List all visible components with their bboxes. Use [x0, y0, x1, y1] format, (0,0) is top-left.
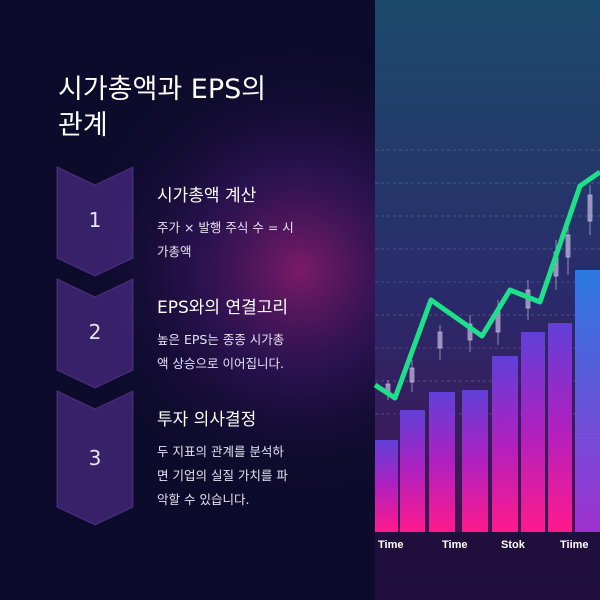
step-line: 악할 수 있습니다.: [157, 492, 250, 507]
step-heading: 시가총액 계산: [157, 186, 257, 206]
step-heading: 투자 의사결정: [157, 410, 257, 430]
step-heading: EPS와의 연결고리: [157, 298, 289, 318]
step-line: 두 지표의 관계를 분석하: [157, 444, 284, 459]
step-line: 면 기업의 실질 가치를 파: [157, 468, 288, 483]
step-line: 액 상승으로 이어집니다.: [157, 356, 284, 371]
title-line: 관계: [58, 110, 108, 141]
step-shapes: [56, 166, 134, 526]
step-number: 3: [88, 446, 102, 470]
step-line: 가총액: [157, 244, 192, 259]
step-line: 주가 × 발행 주식 수 = 시: [157, 220, 294, 235]
image-label: Stok: [501, 539, 525, 551]
title: 시가총액과 EPS의 관계: [58, 72, 266, 144]
bars: [375, 270, 600, 532]
step-line: 높은 EPS는 종종 시가총: [157, 332, 285, 347]
step-number: 2: [88, 320, 102, 344]
image-label: Time: [442, 539, 468, 551]
image-label: Tiime: [560, 539, 589, 551]
image-label: Time: [378, 539, 404, 551]
step-number: 1: [88, 208, 102, 232]
title-line: 시가총액과 EPS의: [58, 74, 267, 105]
